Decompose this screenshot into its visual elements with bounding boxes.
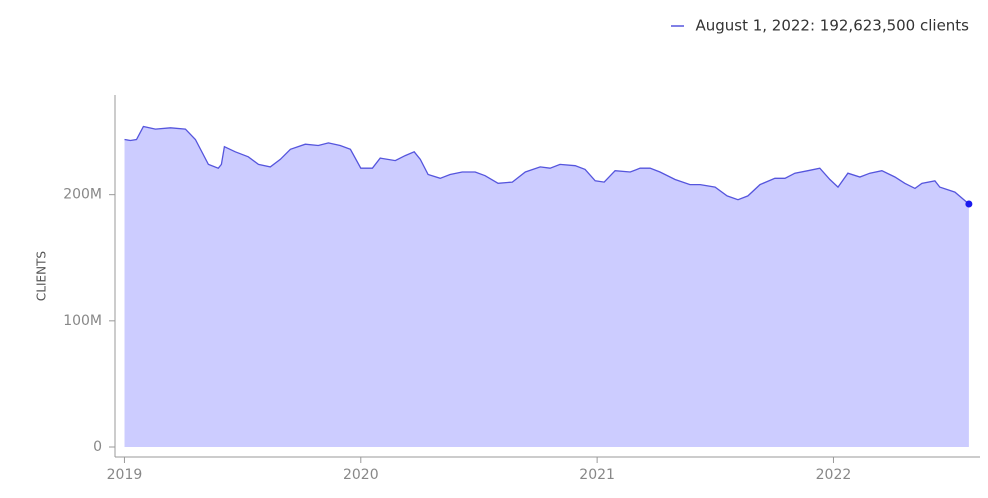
x-tick-label: 2020 [343, 467, 379, 483]
y-axis-label: CLIENTS [35, 251, 49, 301]
x-tick-label: 2022 [816, 467, 852, 483]
y-tick-label: 0 [93, 439, 102, 455]
highlight-point [965, 200, 973, 208]
x-tick-label: 2021 [579, 467, 615, 483]
legend-text: August 1, 2022: 192,623,500 clients [695, 17, 969, 35]
y-tick-label: 200M [63, 187, 102, 203]
x-tick-label: 2019 [107, 467, 143, 483]
area [124, 126, 969, 447]
line [124, 125, 970, 205]
y-tick-label: 100M [63, 313, 102, 329]
